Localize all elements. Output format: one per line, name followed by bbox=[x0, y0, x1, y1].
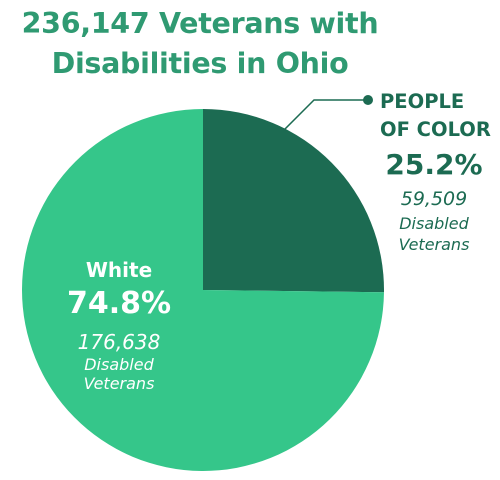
people-of-color-slice-label: PEOPLE OF COLOR bbox=[380, 90, 491, 141]
people-of-color-slice-description: Disabled Veterans bbox=[398, 214, 470, 254]
pie-slice-people-of-color bbox=[203, 109, 384, 293]
white-slice-percent: 74.8% bbox=[66, 286, 172, 321]
chart-title: 236,147 Veterans with Disabilities in Oh… bbox=[0, 4, 400, 84]
people-of-color-slice-count: 59,509 bbox=[400, 188, 468, 210]
white-slice-count: 176,638 bbox=[77, 330, 161, 354]
people-of-color-slice-percent: 25.2% bbox=[385, 148, 483, 181]
chart-title-line-2: Disabilities in Ohio bbox=[51, 47, 349, 80]
leader-dot bbox=[363, 95, 373, 105]
leader-line bbox=[283, 99, 366, 131]
chart-title-line-1: 236,147 Veterans with bbox=[21, 7, 379, 40]
white-slice-description: Disabled Veterans bbox=[83, 355, 155, 393]
white-slice-label: White bbox=[85, 258, 153, 282]
pie-slice-white bbox=[21, 109, 384, 471]
